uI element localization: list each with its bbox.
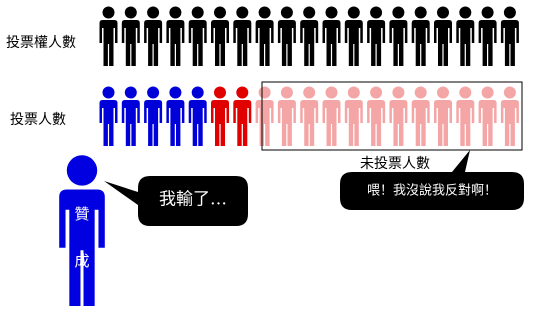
- person-icon: [100, 87, 118, 147]
- person-icon: [144, 87, 162, 147]
- person-icon: [367, 7, 385, 67]
- person-icon: [479, 7, 497, 67]
- person-icon: [412, 87, 430, 147]
- person-icon: [501, 7, 519, 67]
- person-icon: [412, 7, 430, 67]
- person-icon: [233, 87, 251, 147]
- person-icon: [211, 7, 229, 67]
- person-icon: [256, 87, 274, 147]
- person-icon: [256, 7, 274, 67]
- voter-label: 成: [74, 252, 89, 270]
- person-icon: [300, 87, 318, 147]
- voters: [100, 87, 519, 147]
- person-icon: [345, 7, 363, 67]
- person-icon: [166, 7, 184, 67]
- person-icon: [233, 7, 251, 67]
- person-icon: [166, 87, 184, 147]
- non-voter-label: 未投票人數: [360, 156, 430, 172]
- person-icon: [278, 87, 296, 147]
- person-icon: [189, 7, 207, 67]
- voter-label: 贊: [74, 205, 89, 223]
- person-icon: [300, 7, 318, 67]
- person-icon: [389, 87, 407, 147]
- person-icon: [189, 87, 207, 147]
- person-icon: [211, 87, 229, 147]
- person-icon: [100, 7, 118, 67]
- person-icon: [501, 87, 519, 147]
- person-icon: [278, 7, 296, 67]
- person-icon: [456, 7, 474, 67]
- person-icon: [456, 87, 474, 147]
- person-icon: [144, 7, 162, 67]
- person-icon: [122, 87, 140, 147]
- row-label: 投票權人數: [6, 35, 76, 51]
- person-icon: [434, 7, 452, 67]
- person-icon: [367, 87, 385, 147]
- person-icon: [345, 87, 363, 147]
- diagram: 投票權人數 投票人數 未投票人數 喂！我沒說我反對啊！ 贊 成 我輸了…: [0, 0, 533, 316]
- person-icon: [323, 87, 341, 147]
- voter-figure: [59, 155, 105, 306]
- person-icon: [389, 7, 407, 67]
- eligible-voters: [100, 7, 519, 67]
- person-icon: [434, 87, 452, 147]
- person-icon: [122, 7, 140, 67]
- row-label: 投票人數: [10, 112, 66, 128]
- speech-text: 我輸了…: [159, 190, 227, 210]
- person-icon: [479, 87, 497, 147]
- speech-text: 喂！我沒說我反對啊！: [367, 183, 497, 199]
- person-icon: [323, 7, 341, 67]
